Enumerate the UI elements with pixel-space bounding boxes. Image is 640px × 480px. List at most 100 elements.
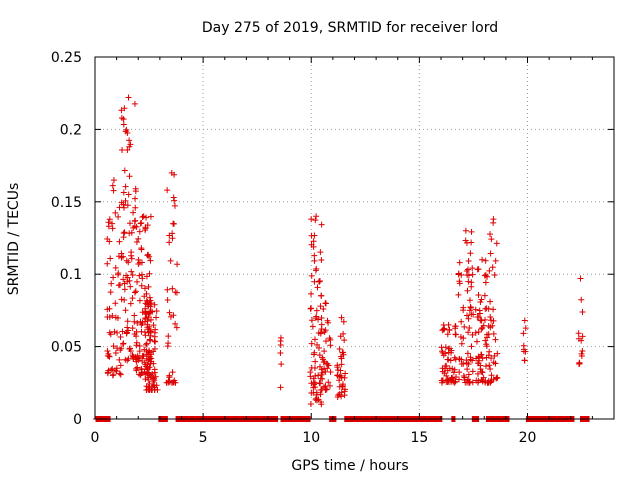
data-point	[312, 267, 319, 274]
data-point	[490, 306, 497, 313]
data-point	[133, 358, 140, 365]
data-point	[107, 331, 114, 338]
data-point	[124, 146, 131, 153]
data-point	[458, 356, 465, 363]
data-point	[578, 353, 585, 360]
data-point	[318, 221, 325, 228]
data-point	[487, 250, 494, 257]
data-point	[125, 259, 132, 266]
data-point	[319, 354, 326, 361]
data-point	[143, 290, 150, 297]
data-point	[135, 256, 142, 263]
data-point	[322, 300, 329, 307]
data-point	[458, 340, 465, 347]
data-point	[104, 236, 111, 243]
data-point	[485, 322, 492, 329]
x-tick-label: 15	[410, 430, 428, 446]
data-point	[478, 325, 485, 332]
data-point	[310, 389, 317, 396]
data-point	[143, 383, 150, 390]
data-point	[146, 364, 153, 371]
data-point	[118, 199, 125, 206]
data-point	[127, 347, 134, 354]
data-point	[479, 355, 486, 362]
data-point	[170, 379, 177, 386]
data-point	[108, 280, 115, 287]
data-point	[119, 146, 126, 153]
data-point	[489, 264, 496, 271]
data-point	[308, 241, 315, 248]
data-point	[468, 311, 475, 318]
data-point	[117, 334, 124, 341]
data-point	[314, 341, 321, 348]
data-point	[118, 254, 125, 261]
data-point	[145, 303, 152, 310]
data-point	[138, 245, 145, 252]
data-point	[479, 324, 486, 331]
data-point	[142, 308, 149, 315]
data-point	[148, 300, 155, 307]
data-point	[307, 369, 314, 376]
data-point	[576, 359, 583, 366]
data-point	[520, 342, 527, 349]
data-point	[171, 197, 178, 204]
data-point	[451, 354, 458, 361]
data-point	[308, 290, 315, 297]
data-point	[133, 367, 140, 374]
data-point	[317, 249, 324, 256]
data-point	[149, 370, 156, 377]
data-point	[310, 379, 317, 386]
data-point	[110, 274, 117, 281]
data-point	[128, 229, 135, 236]
data-point	[313, 307, 320, 314]
data-point	[307, 401, 314, 408]
data-point	[311, 257, 318, 264]
data-point	[492, 257, 499, 264]
data-point	[121, 105, 128, 112]
data-point	[449, 375, 456, 382]
data-point	[139, 309, 146, 316]
data-point	[133, 328, 140, 335]
data-point	[487, 231, 494, 238]
y-tick-label: 0	[73, 412, 82, 428]
data-point	[104, 369, 111, 376]
data-point	[309, 323, 316, 330]
data-point	[481, 316, 488, 323]
data-point	[143, 340, 150, 347]
data-point	[132, 204, 139, 211]
data-point	[311, 336, 318, 343]
data-point	[327, 342, 334, 349]
data-point	[579, 309, 586, 316]
data-point	[120, 276, 127, 283]
data-point	[475, 328, 482, 335]
data-point	[131, 289, 138, 296]
x-tick-label: 10	[302, 430, 320, 446]
data-point	[317, 380, 324, 387]
data-point	[338, 361, 345, 368]
data-point	[465, 266, 472, 273]
data-point	[463, 360, 470, 367]
data-point	[336, 346, 343, 353]
data-point	[125, 191, 132, 198]
data-point	[460, 373, 467, 380]
data-point	[139, 320, 146, 327]
data-point	[150, 375, 157, 382]
data-point	[126, 137, 133, 144]
data-point	[151, 338, 158, 345]
data-point	[110, 177, 117, 184]
data-point	[166, 309, 173, 316]
data-points	[93, 94, 593, 422]
data-point	[308, 272, 315, 279]
data-point	[117, 362, 124, 369]
data-point	[128, 255, 135, 262]
data-point	[165, 333, 172, 340]
data-point	[132, 185, 139, 192]
data-point	[147, 337, 154, 344]
data-point	[478, 296, 485, 303]
data-point	[152, 338, 159, 345]
data-point	[321, 348, 328, 355]
data-point	[460, 360, 467, 367]
data-point	[467, 356, 474, 363]
data-point	[134, 319, 141, 326]
data-point	[142, 332, 149, 339]
